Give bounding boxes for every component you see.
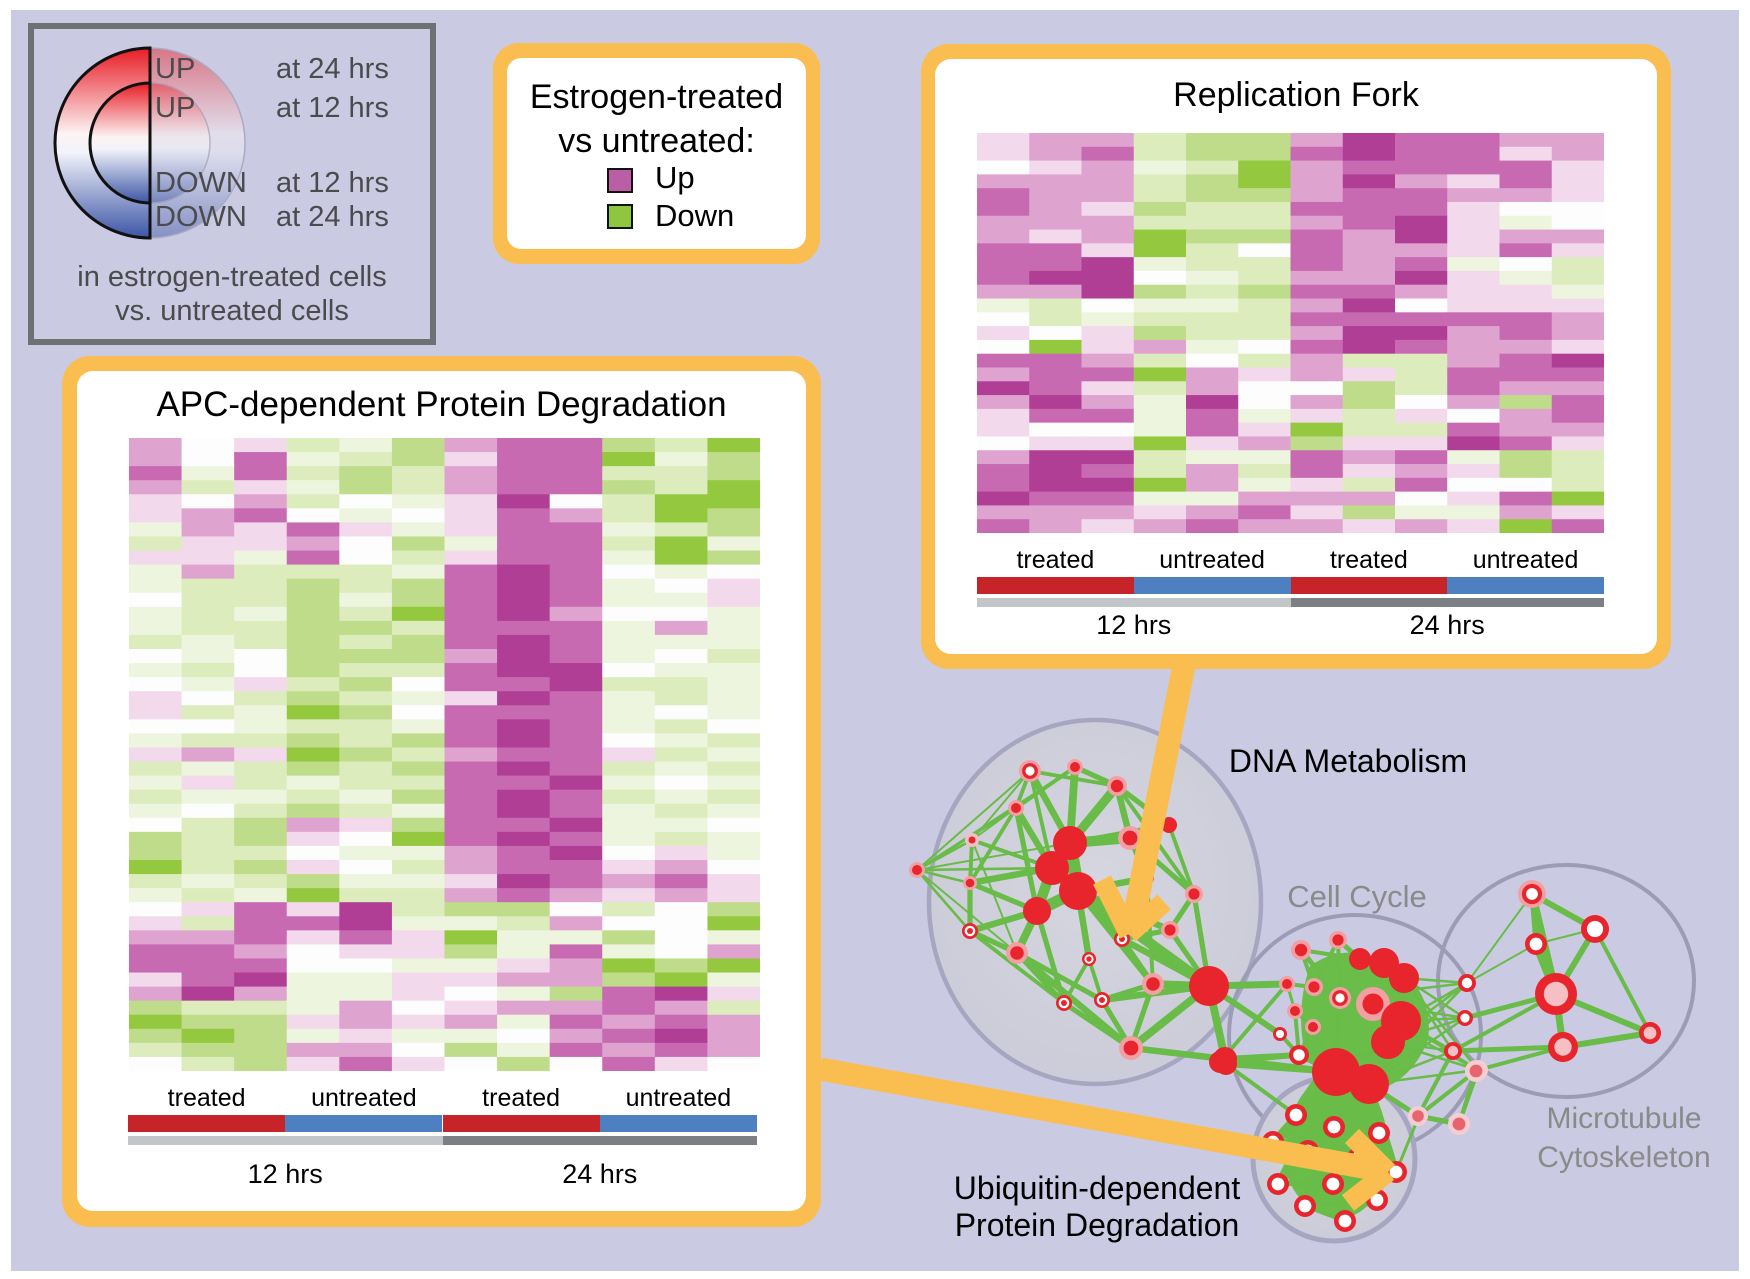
svg-text:Ubiquitin-dependent: Ubiquitin-dependent — [954, 1170, 1241, 1206]
svg-text:DNA Metabolism: DNA Metabolism — [1229, 743, 1467, 779]
svg-text:Cell Cycle: Cell Cycle — [1287, 879, 1427, 914]
svg-text:Cytoskeleton: Cytoskeleton — [1537, 1141, 1710, 1174]
svg-text:Protein Degradation: Protein Degradation — [955, 1207, 1240, 1243]
svg-text:Microtubule: Microtubule — [1546, 1102, 1701, 1135]
